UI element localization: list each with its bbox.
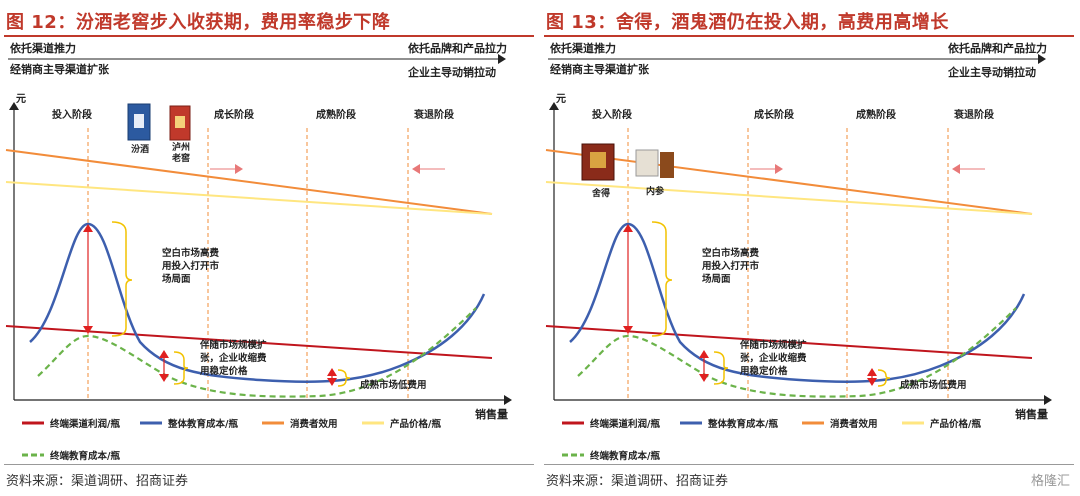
gap-arrowhead — [327, 368, 337, 376]
total-edu-cost-curve — [569, 222, 1026, 383]
gap-arrowhead — [867, 378, 877, 386]
annotation-bracket — [651, 221, 673, 337]
annotation-bracket — [111, 221, 133, 337]
right-figure-panel: 图 13：舍得，酒鬼酒仍在投入期，高费用高增长 依托渠道推力 依托品牌和产品拉力经… — [540, 0, 1076, 496]
annotation-bracket — [713, 351, 729, 385]
gap-arrowhead — [699, 374, 709, 382]
header-arrowhead — [1038, 54, 1046, 64]
neican-bottle-image — [660, 152, 674, 178]
total-edu-cost-curve — [29, 222, 486, 383]
gap-arrowhead — [327, 378, 337, 386]
dealer-label: 经销商主导渠道扩张 — [10, 62, 110, 76]
enterprise-label: 企业主导动销拉动 — [947, 65, 1036, 79]
annotation-high-cost: 空白市场高费用投入打开市场局面 — [161, 247, 220, 285]
stage-label: 成熟阶段 — [856, 108, 896, 121]
x-axis-label: 销售量 — [1015, 407, 1048, 421]
x-axis-arrowhead — [504, 395, 512, 405]
x-axis-arrowhead — [1044, 395, 1052, 405]
divider — [4, 464, 534, 465]
consumer-utility-line — [5, 149, 493, 215]
gap-arrowhead — [867, 368, 877, 376]
watermark-logo: 格隆汇 — [1030, 474, 1070, 489]
stage-label: 成长阶段 — [754, 108, 794, 121]
price-line — [545, 181, 1033, 215]
legend-label: 消费者效用 — [830, 418, 878, 430]
product-label: 汾酒 — [131, 143, 149, 155]
gap-arrowhead — [83, 326, 93, 334]
pull-label: 依托品牌和产品拉力 — [948, 41, 1047, 55]
legend-label: 终端渠道利润/瓶 — [589, 418, 660, 430]
title-rule — [4, 35, 534, 37]
stage-label: 成长阶段 — [214, 108, 254, 121]
header-arrowhead — [498, 54, 506, 64]
gap-arrowhead — [699, 350, 709, 358]
legend-label: 产品价格/瓶 — [930, 418, 981, 430]
gap-arrowhead — [159, 350, 169, 358]
annotation-bracket — [337, 369, 351, 387]
title-rule — [544, 35, 1074, 37]
legend-label: 产品价格/瓶 — [390, 418, 441, 430]
stage-label: 成熟阶段 — [316, 108, 356, 121]
gap-arrowhead — [159, 374, 169, 382]
figure-title: 图 13：舍得，酒鬼酒仍在投入期，高费用高增长 — [546, 12, 949, 33]
legend-label: 消费者效用 — [290, 418, 338, 430]
gap-arrowhead — [623, 224, 633, 232]
gap-arrowhead — [623, 326, 633, 334]
annotation-high-cost: 空白市场高费用投入打开市场局面 — [701, 247, 760, 285]
terminal-edu-cost-curve — [577, 307, 1017, 398]
y-axis-unit: 元 — [556, 93, 566, 105]
legend-label: 终端教育成本/瓶 — [49, 450, 120, 462]
product-label: 舍得 — [591, 187, 610, 199]
consumer-utility-line — [545, 149, 1033, 215]
terminal-edu-cost-curve — [37, 307, 477, 398]
stage-label: 衰退阶段 — [413, 108, 454, 121]
source-note: 资料来源：渠道调研、招商证券 — [546, 474, 729, 489]
legend-label: 终端渠道利润/瓶 — [49, 418, 120, 430]
y-axis-arrowhead — [9, 102, 19, 110]
annotation-scale: 伴随市场规模扩张，企业收缩费用稳定价格 — [739, 339, 807, 377]
legend-label: 整体教育成本/瓶 — [707, 418, 778, 430]
converge-arrowhead — [235, 164, 243, 174]
legend-label: 整体教育成本/瓶 — [167, 418, 238, 430]
enterprise-label: 企业主导动销拉动 — [407, 65, 496, 79]
dealer-label: 经销商主导渠道扩张 — [550, 62, 650, 76]
converge-arrowhead — [775, 164, 783, 174]
y-axis-unit: 元 — [16, 93, 26, 105]
stage-label: 投入阶段 — [592, 108, 632, 121]
pull-label: 依托品牌和产品拉力 — [408, 41, 507, 55]
annotation-bracket — [877, 369, 891, 387]
left-figure-panel: 图 12：汾酒老窖步入收获期，费用率稳步下降 依托渠道推力 依托品牌和产品拉力经销… — [0, 0, 536, 496]
divider — [544, 464, 1074, 465]
shede-label-image — [590, 152, 606, 168]
converge-arrowhead — [952, 164, 960, 174]
source-note: 资料来源：渠道调研、招商证券 — [6, 474, 189, 489]
fenjiu-bottle-image — [134, 114, 144, 128]
annotation-mature: 成熟市场低费用 — [360, 379, 427, 391]
neican-box-image — [635, 149, 659, 177]
price-line — [5, 181, 493, 215]
annotation-mature: 成熟市场低费用 — [900, 379, 967, 391]
x-axis-label: 销售量 — [475, 407, 508, 421]
stage-label: 衰退阶段 — [953, 108, 994, 121]
push-label: 依托渠道推力 — [550, 41, 616, 55]
annotation-bracket — [173, 351, 189, 385]
y-axis-arrowhead — [549, 102, 559, 110]
product-label: 内参 — [646, 185, 665, 197]
annotation-scale: 伴随市场规模扩张，企业收缩费用稳定价格 — [199, 339, 267, 377]
figure-title: 图 12：汾酒老窖步入收获期，费用率稳步下降 — [6, 12, 391, 33]
push-label: 依托渠道推力 — [10, 41, 76, 55]
luzhou-label-image — [175, 116, 185, 128]
gap-arrowhead — [83, 224, 93, 232]
product-label: 泸州老窖 — [171, 141, 190, 164]
legend-label: 终端教育成本/瓶 — [589, 450, 660, 462]
stage-label: 投入阶段 — [52, 108, 92, 121]
converge-arrowhead — [412, 164, 420, 174]
